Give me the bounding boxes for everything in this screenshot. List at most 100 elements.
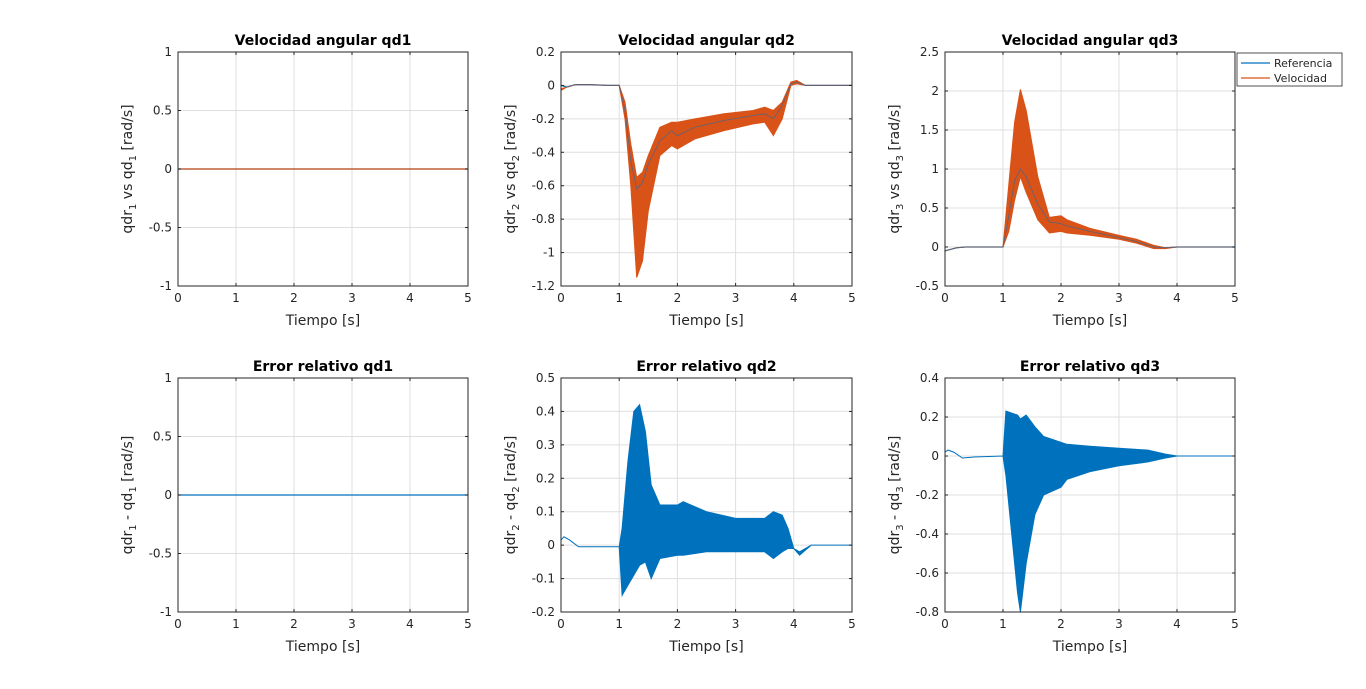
y-tick-label: 0.2	[536, 45, 555, 59]
x-tick-label: 4	[790, 291, 798, 305]
series-referencia-overlay	[561, 81, 852, 190]
y-axis-label: qdr2 - qd2 [rad/s]	[503, 436, 522, 555]
y-tick-label: 0.2	[920, 410, 939, 424]
x-tick-label: 0	[557, 617, 565, 631]
y-tick-label: 0.4	[920, 371, 939, 385]
x-axis-label: Tiempo [s]	[1052, 313, 1127, 329]
x-tick-label: 3	[1115, 617, 1123, 631]
plot-area	[561, 52, 852, 286]
legend: Referencia Velocidad	[1236, 52, 1343, 87]
x-tick-label: 2	[674, 617, 682, 631]
y-tick-label: -0.5	[149, 221, 172, 235]
x-tick-label: 3	[348, 291, 356, 305]
x-tick-label: 4	[790, 617, 798, 631]
data-layer	[945, 410, 1235, 612]
y-axis-label: qdr1 vs qd1 [rad/s]	[120, 104, 139, 233]
y-axis-label: qdr3 - qd3 [rad/s]	[887, 436, 906, 555]
x-tick-label: 4	[1173, 291, 1181, 305]
y-tick-label: 0	[164, 488, 172, 502]
y-tick-label: -0.2	[532, 605, 555, 619]
y-tick-label: 1	[164, 45, 172, 59]
x-tick-label: 5	[1231, 291, 1239, 305]
subplot-4: 0 1 2 3 4 5 -1 -0.5 0 0.5 1 Error relativo qd1 Tiemp…	[120, 359, 472, 655]
y-tick-label: 1	[931, 162, 939, 176]
y-tick-label: -0.6	[532, 179, 555, 193]
x-tick-label: 2	[674, 291, 682, 305]
y-tick-label: 0.5	[153, 104, 172, 118]
legend-box	[1236, 52, 1343, 87]
y-tick-label: 2.5	[920, 45, 939, 59]
y-tick-label: 0	[547, 78, 555, 92]
x-tick-label: 5	[1231, 617, 1239, 631]
subplot-5: 0 1 2 3 4 5 -0.2 -0.1 0 0.1 0.2 0.3 0.4 0.5 Error rela…	[503, 359, 856, 655]
y-tick-label: -0.5	[149, 547, 172, 561]
x-tick-label: 1	[232, 617, 240, 631]
y-tick-label: 0.3	[536, 438, 555, 452]
y-tick-label: -0.5	[916, 279, 939, 293]
x-tick-label: 5	[464, 617, 472, 631]
y-tick-label: 0.5	[153, 430, 172, 444]
x-tick-label: 0	[174, 617, 182, 631]
legend-entry-referencia: Referencia	[1274, 57, 1332, 70]
x-axis-label: Tiempo [s]	[668, 313, 743, 329]
x-axis-label: Tiempo [s]	[1052, 639, 1127, 655]
x-tick-label: 5	[848, 291, 856, 305]
y-tick-label: -0.2	[532, 112, 555, 126]
x-tick-label: 4	[406, 291, 414, 305]
x-tick-label: 5	[848, 617, 856, 631]
y-tick-label: -1	[160, 279, 172, 293]
x-tick-label: 3	[732, 291, 740, 305]
y-tick-label: 0.5	[920, 201, 939, 215]
x-tick-label: 3	[348, 617, 356, 631]
x-tick-label: 2	[290, 291, 298, 305]
data-layer	[561, 79, 852, 278]
y-tick-label: 0.5	[536, 371, 555, 385]
y-tick-label: -0.1	[532, 572, 555, 586]
y-axis-label: qdr1 - qd1 [rad/s]	[120, 436, 139, 555]
chart-title: Error relativo qd1	[253, 359, 393, 375]
y-tick-label: 0.2	[536, 471, 555, 485]
plot-area	[561, 378, 852, 612]
x-tick-label: 3	[732, 617, 740, 631]
y-tick-label: -0.4	[532, 145, 555, 159]
subplot-6: 0 1 2 3 4 5 -0.8 -0.6 -0.4 -0.2 0 0.2 0.4 Error relat…	[887, 359, 1239, 655]
y-tick-label: -0.8	[916, 605, 939, 619]
y-axis-label: qdr2 vs qd2 [rad/s]	[503, 104, 522, 233]
x-axis-label: Tiempo [s]	[668, 639, 743, 655]
y-tick-label: -0.6	[916, 566, 939, 580]
y-tick-label: 0	[164, 162, 172, 176]
series-error-band	[561, 403, 852, 597]
y-tick-label: 0.4	[536, 404, 555, 418]
x-tick-label: 0	[941, 291, 949, 305]
y-tick-label: -0.8	[532, 212, 555, 226]
x-tick-label: 1	[615, 617, 623, 631]
chart-title: Error relativo qd2	[636, 359, 776, 375]
series-error-band	[945, 410, 1235, 612]
subplot-2: 0 1 2 3 4 5 -1.2 -1 -0.8 -0.6 -0.4 -0.2 0 0.2 Velocida…	[503, 33, 856, 329]
x-tick-label: 0	[174, 291, 182, 305]
y-tick-label: 0	[547, 538, 555, 552]
x-tick-label: 2	[1057, 291, 1065, 305]
data-layer	[945, 89, 1235, 252]
series-referencia-overlay	[945, 168, 1235, 252]
y-tick-label: -0.4	[916, 527, 939, 541]
y-tick-label: -1.2	[532, 279, 555, 293]
chart-title: Velocidad angular qd3	[1002, 33, 1179, 49]
x-tick-label: 1	[615, 291, 623, 305]
y-axis-label: qdr3 vs qd3 [rad/s]	[887, 104, 906, 233]
x-tick-label: 2	[1057, 617, 1065, 631]
series-velocidad-band	[945, 89, 1235, 252]
axes-box	[560, 51, 853, 287]
y-tick-label: -1	[160, 605, 172, 619]
x-tick-label: 0	[557, 291, 565, 305]
y-tick-label: -0.2	[916, 488, 939, 502]
chart-title: Error relativo qd3	[1020, 359, 1160, 375]
y-tick-label: 0	[931, 449, 939, 463]
x-tick-label: 0	[941, 617, 949, 631]
chart-title: Velocidad angular qd1	[235, 33, 412, 49]
y-tick-label: 2	[931, 84, 939, 98]
x-tick-label: 1	[999, 291, 1007, 305]
x-tick-label: 4	[1173, 617, 1181, 631]
